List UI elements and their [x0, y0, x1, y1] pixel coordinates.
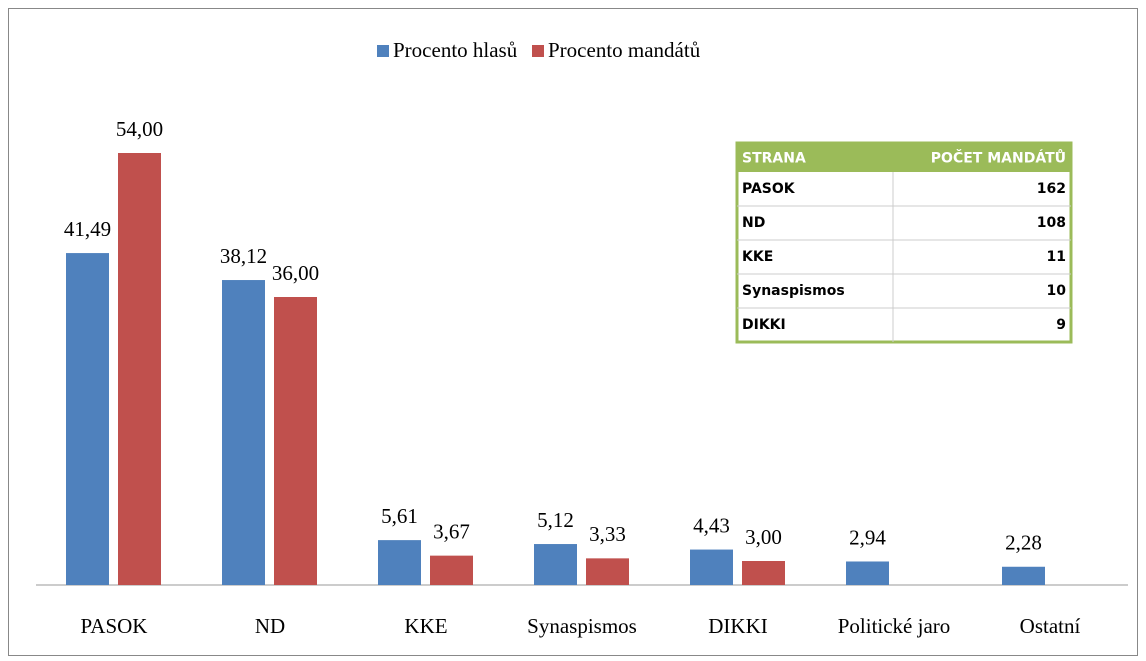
bar — [534, 544, 577, 585]
legend-swatch — [377, 45, 389, 57]
table-header — [737, 143, 1071, 172]
bar — [66, 253, 109, 585]
x-tick-label: ND — [255, 614, 285, 638]
bar — [1002, 566, 1045, 585]
table-cell: KKE — [742, 249, 773, 265]
bar — [742, 561, 785, 585]
value-label: 38,12 — [220, 244, 267, 268]
table-header-cell: STRANA — [742, 151, 806, 167]
bar — [586, 558, 629, 585]
value-label: 2,94 — [849, 525, 886, 549]
value-label: 5,61 — [381, 504, 418, 528]
x-tick-label: KKE — [404, 614, 447, 638]
bar — [274, 297, 317, 585]
value-label: 2,28 — [1005, 531, 1042, 555]
table-cell: Synaspismos — [742, 283, 845, 299]
x-tick-label: Ostatní — [1020, 614, 1081, 638]
legend-label: Procento mandátů — [548, 38, 701, 62]
x-tick-label: DIKKI — [708, 614, 767, 638]
value-label: 3,00 — [745, 525, 782, 549]
bar — [690, 549, 733, 585]
value-label: 54,00 — [116, 117, 163, 141]
table-cell: 162 — [1037, 181, 1066, 197]
value-label: 4,43 — [693, 513, 730, 537]
table-cell: 108 — [1037, 215, 1066, 231]
bar — [846, 561, 889, 585]
table-frame — [735, 141, 1073, 344]
x-tick-label: Synaspismos — [527, 614, 637, 638]
bar — [378, 540, 421, 585]
value-label: 3,33 — [589, 522, 626, 546]
bar — [222, 280, 265, 585]
table-cell: 9 — [1056, 317, 1066, 333]
value-label: 41,49 — [64, 217, 111, 241]
x-tick-label: Politické jaro — [838, 614, 951, 638]
bar — [430, 555, 473, 585]
table-cell: DIKKI — [742, 317, 786, 333]
table-header-cell: POČET MANDÁTŮ — [931, 149, 1066, 167]
bar — [118, 153, 161, 585]
x-tick-label: PASOK — [81, 614, 148, 638]
table-cell: PASOK — [742, 181, 796, 197]
value-label: 5,12 — [537, 508, 574, 532]
value-label: 36,00 — [272, 261, 319, 285]
legend-label: Procento hlasů — [393, 38, 518, 62]
table-cell: ND — [742, 215, 765, 231]
table-cell: 11 — [1047, 249, 1066, 265]
value-label: 3,67 — [433, 519, 470, 543]
table-cell: 10 — [1047, 283, 1067, 299]
legend-swatch — [532, 45, 544, 57]
